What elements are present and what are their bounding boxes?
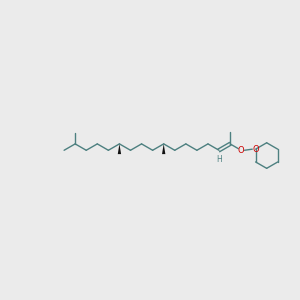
Text: O: O [238,146,244,155]
Text: O: O [252,145,259,154]
Polygon shape [118,144,121,154]
Polygon shape [162,144,165,154]
Text: H: H [216,155,222,164]
